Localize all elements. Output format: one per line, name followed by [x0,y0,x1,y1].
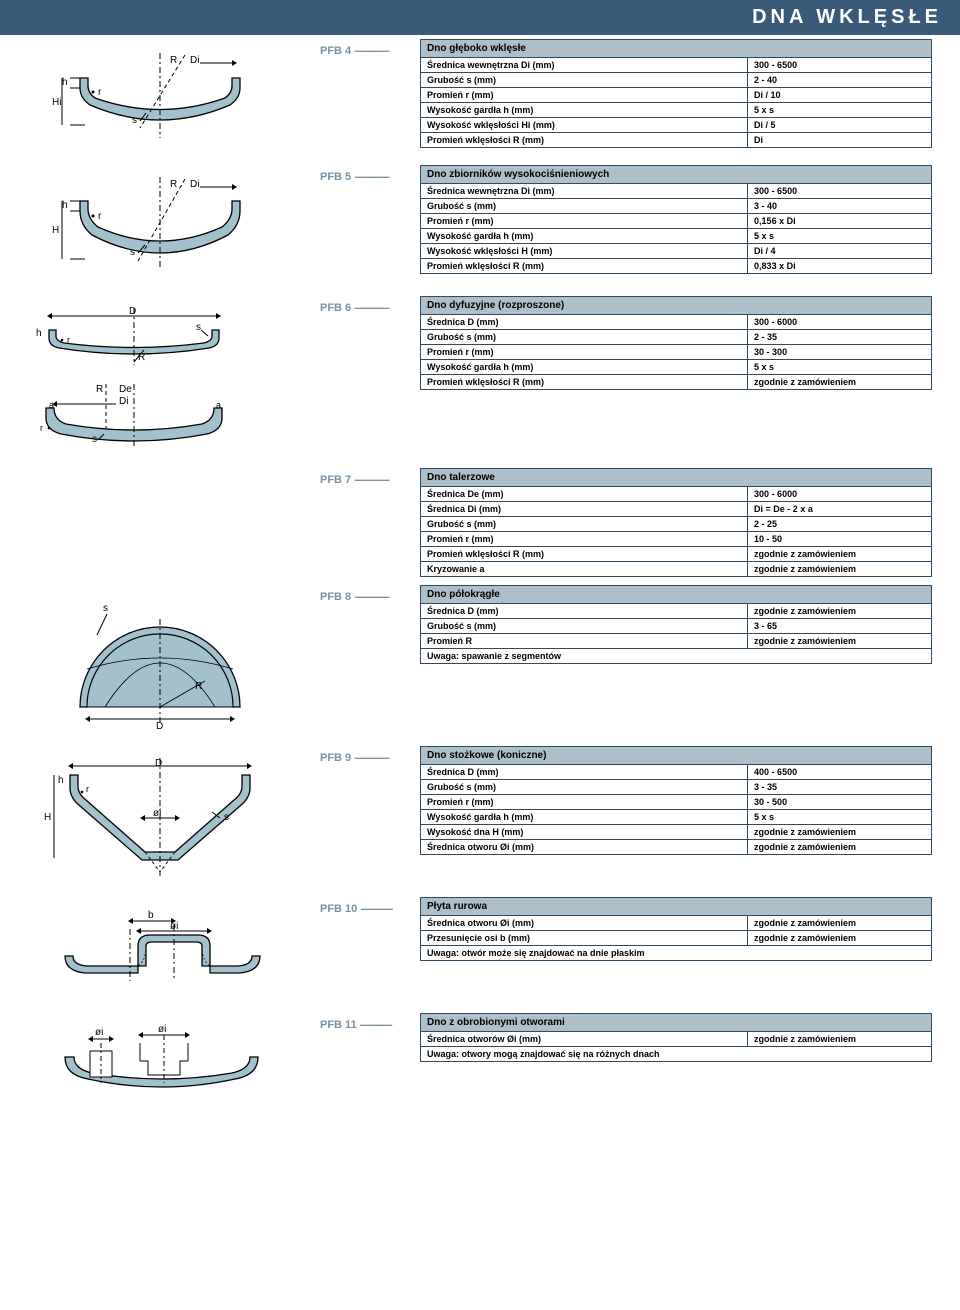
svg-text:r: r [98,87,102,98]
table-pfb7: Dno talerzowe Średnica De (mm)300 - 6000… [420,468,932,577]
svg-text:a: a [216,400,221,410]
svg-text:D: D [129,306,136,317]
svg-text:Di: Di [119,396,128,407]
svg-text:s: s [224,812,229,823]
svg-text:R: R [170,55,177,66]
svg-text:h: h [36,328,42,339]
svg-text:a: a [49,400,54,410]
diagram-pfb8: s R D [0,585,320,738]
table-title: Dno głęboko wklęsłe [421,40,932,58]
svg-text:s: s [103,603,108,614]
row-value: 300 - 6500 [748,58,932,73]
svg-text:H: H [52,225,59,236]
svg-text:r: r [98,211,102,222]
code-pfb11: PFB 11 ------------ [320,1019,392,1031]
diagram-pfb10: b øi [0,897,320,1005]
code-pfb10: PFB 10 ------------ [320,903,392,915]
svg-text:Di: Di [190,55,199,66]
table-pfb8: Dno półokrągłe Średnica D (mm)zgodnie z … [420,585,932,664]
section-pfb9: D h H r s øi PFB 9 ------------- Dno sto… [0,742,960,893]
section-pfb5: h H r s R Di PFB 5 ------------- Dno zbi… [0,161,960,292]
svg-text:øi: øi [158,1024,166,1035]
svg-text:s: s [132,115,137,126]
section-pfb6: D h r s R R De Di a a r s PFB 6 --------… [0,292,960,464]
svg-text:h: h [62,200,68,211]
section-pfb4: h Hi r s R Di PFB 4 ------------- Dno gł… [0,35,960,161]
table-pfb9: Dno stożkowe (koniczne) Średnica D (mm)4… [420,746,932,855]
svg-text:øi: øi [153,808,161,819]
table-pfb11: Dno z obrobionymi otworami Średnica otwo… [420,1013,932,1062]
svg-text:r: r [86,784,89,794]
svg-text:Di: Di [190,179,199,190]
svg-text:s: s [196,322,201,333]
table-pfb5: Dno zbiorników wysokociśnieniowych Średn… [420,165,932,274]
svg-text:Hi: Hi [52,97,61,108]
table-pfb10: Płyta rurowa Średnica otworu Øi (mm)zgod… [420,897,932,961]
code-pfb8: PFB 8 ------------- [320,591,389,603]
svg-text:øi: øi [95,1027,103,1038]
code-pfb5: PFB 5 ------------- [320,171,389,183]
svg-text:s: s [92,434,97,445]
section-pfb8: s R D PFB 8 ------------- Dno półokrągłe… [0,581,960,742]
svg-text:s: s [130,247,135,258]
svg-text:h: h [58,775,64,786]
svg-text:b: b [148,910,154,921]
diagram-pfb9: D h H r s øi [0,746,320,889]
diagram-pfb5: h H r s R Di [0,165,320,288]
diagram-pfb11: øi øi [0,1013,320,1106]
code-pfb9: PFB 9 ------------- [320,752,389,764]
table-pfb6: Dno dyfuzyjne (rozproszone) Średnica D (… [420,296,932,390]
code-pfb7: PFB 7 ------------- [320,474,389,486]
svg-text:De: De [119,384,132,395]
row-label: Średnica wewnętrzna Di (mm) [421,58,748,73]
svg-text:D: D [155,758,162,769]
table-pfb4: Dno głęboko wklęsłe Średnica wewnętrzna … [420,39,932,148]
svg-text:R: R [170,179,177,190]
svg-text:R: R [96,384,103,395]
section-pfb7: PFB 7 ------------- Dno talerzowe Średni… [0,464,960,581]
svg-text:H: H [44,812,51,823]
diagram-pfb6-7: D h r s R R De Di a a r s [0,296,320,460]
section-pfb10: b øi PFB 10 ------------ Płyta rurowa Śr… [0,893,960,1009]
svg-text:R: R [138,352,145,363]
diagram-empty-pfb7 [0,468,320,476]
section-pfb11: øi øi PFB 11 ------------ Dno z obrobion… [0,1009,960,1110]
svg-text:r: r [67,335,70,345]
svg-text:r: r [40,423,43,433]
svg-text:h: h [62,77,68,88]
svg-text:D: D [156,721,163,732]
svg-text:øi: øi [170,921,178,932]
header-title: DNA WKLĘSŁE [752,6,942,28]
diagram-pfb4: h Hi r s R Di [0,39,320,157]
code-pfb6: PFB 6 ------------- [320,302,389,314]
code-pfb4: PFB 4 ------------- [320,45,389,57]
header-bar: DNA WKLĘSŁE [0,0,960,35]
